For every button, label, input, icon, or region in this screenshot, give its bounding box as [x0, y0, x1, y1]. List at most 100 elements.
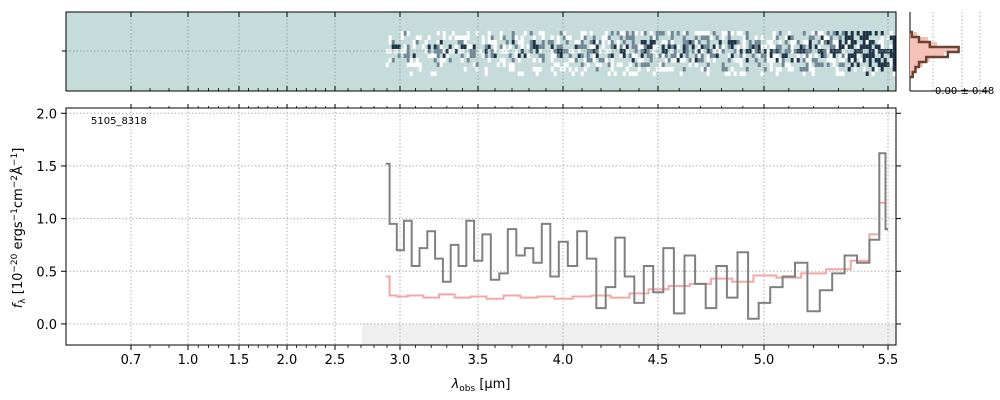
2d-spectrum-pixel [676, 31, 680, 36]
2d-spectrum-pixel [808, 53, 812, 58]
2d-spectrum-pixel [598, 62, 602, 67]
2d-spectrum-pixel [712, 31, 716, 36]
2d-spectrum-pixel [664, 53, 668, 58]
2d-spectrum-pixel [748, 49, 752, 54]
2d-spectrum-pixel [628, 35, 632, 40]
2d-spectrum-pixel [610, 40, 614, 45]
2d-spectrum-pixel [460, 40, 464, 45]
spectrum-shade [362, 324, 896, 345]
2d-spectrum-pixel [835, 40, 839, 45]
2d-spectrum-pixel [889, 62, 893, 67]
2d-spectrum-pixel [658, 31, 662, 36]
2d-spectrum-pixel [880, 35, 884, 40]
2d-spectrum-pixel [670, 67, 674, 72]
2d-spectrum-pixel [631, 31, 635, 36]
2d-spectrum-pixel [610, 31, 614, 36]
2d-spectrum-pixel [445, 49, 449, 54]
2d-spectrum-pixel [829, 40, 833, 45]
2d-spectrum-pixel [838, 62, 842, 67]
2d-spectrum-pixel [775, 44, 779, 49]
2d-spectrum-pixel [856, 44, 860, 49]
2d-spectrum-pixel [835, 67, 839, 72]
2d-spectrum-pixel [757, 62, 761, 67]
2d-spectrum-pixel [766, 40, 770, 45]
histogram-model-bar [910, 42, 937, 47]
2d-spectrum-pixel [706, 58, 710, 63]
2d-spectrum-pixel [844, 40, 848, 45]
2d-spectrum-pixel [460, 53, 464, 58]
2d-spectrum-pixel [805, 67, 809, 72]
2d-spectrum-pixel [607, 53, 611, 58]
2d-spectrum-pixel [862, 53, 866, 58]
2d-spectrum-pixel [892, 71, 896, 76]
2d-spectrum-pixel [484, 44, 488, 49]
2d-spectrum-pixel [802, 40, 806, 45]
x-tick-label: 4.0 [553, 353, 574, 368]
2d-spectrum-pixel [829, 58, 833, 63]
2d-spectrum-pixel [874, 44, 878, 49]
2d-spectrum-pixel [487, 35, 491, 40]
2d-spectrum-pixel [703, 44, 707, 49]
2d-spectrum-pixel [400, 31, 404, 36]
2d-spectrum-pixel [745, 35, 749, 40]
2d-spectrum-pixel [625, 67, 629, 72]
2d-spectrum-pixel [703, 35, 707, 40]
2d-spectrum-pixel [742, 71, 746, 76]
2d-spectrum-pixel [652, 35, 656, 40]
2d-spectrum-pixel [541, 35, 545, 40]
2d-spectrum-pixel [388, 49, 392, 54]
2d-spectrum-pixel [583, 31, 587, 36]
2d-spectrum-pixel [556, 62, 560, 67]
2d-spectrum-pixel [784, 62, 788, 67]
2d-spectrum-pixel [766, 53, 770, 58]
2d-spectrum-pixel [571, 58, 575, 63]
2d-spectrum-pixel [436, 44, 440, 49]
2d-spectrum-pixel [865, 71, 869, 76]
2d-spectrum-pixel [850, 40, 854, 45]
2d-spectrum-pixel [427, 35, 431, 40]
2d-spectrum-pixel [790, 58, 794, 63]
2d-spectrum-pixel [799, 67, 803, 72]
2d-spectrum-pixel [772, 31, 776, 36]
2d-spectrum-pixel [415, 62, 419, 67]
2d-spectrum-pixel [538, 31, 542, 36]
2d-spectrum-pixel [592, 58, 596, 63]
2d-spectrum-pixel [574, 40, 578, 45]
2d-spectrum-pixel [529, 40, 533, 45]
2d-spectrum-pixel [550, 53, 554, 58]
2d-spectrum-pixel [724, 67, 728, 72]
2d-spectrum-pixel [589, 58, 593, 63]
2d-spectrum-pixel [706, 49, 710, 54]
2d-spectrum-pixel [562, 31, 566, 36]
2d-spectrum-pixel [838, 40, 842, 45]
2d-spectrum-pixel [604, 31, 608, 36]
2d-spectrum-pixel [730, 40, 734, 45]
2d-spectrum-pixel [664, 49, 668, 54]
2d-spectrum-pixel [667, 40, 671, 45]
2d-spectrum-pixel [763, 58, 767, 63]
2d-spectrum-pixel [655, 35, 659, 40]
2d-spectrum-pixel [574, 58, 578, 63]
2d-spectrum-pixel [775, 58, 779, 63]
2d-spectrum-pixel [688, 62, 692, 67]
2d-spectrum-pixel [802, 53, 806, 58]
2d-spectrum-pixel [802, 67, 806, 72]
2d-spectrum-pixel [649, 31, 653, 36]
2d-spectrum-pixel [757, 40, 761, 45]
2d-spectrum-pixel [541, 31, 545, 36]
2d-spectrum-pixel [631, 40, 635, 45]
2d-spectrum-pixel [808, 58, 812, 63]
2d-spectrum-pixel [769, 62, 773, 67]
2d-spectrum-pixel [874, 58, 878, 63]
2d-spectrum-pixel [874, 49, 878, 54]
2d-spectrum-pixel [424, 40, 428, 45]
2d-spectrum-pixel [499, 35, 503, 40]
2d-spectrum-pixel [685, 31, 689, 36]
2d-spectrum-pixel [685, 44, 689, 49]
histogram-model-bar [910, 57, 930, 62]
2d-spectrum-pixel [844, 53, 848, 58]
2d-spectrum-pixel [718, 40, 722, 45]
2d-spectrum-pixel [520, 40, 524, 45]
2d-spectrum-pixel [778, 58, 782, 63]
2d-spectrum-pixel [439, 44, 443, 49]
